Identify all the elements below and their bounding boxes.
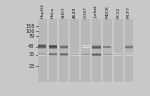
Bar: [125, 53, 133, 54]
Bar: [92, 19, 101, 82]
Bar: [81, 55, 90, 56]
Bar: [38, 44, 46, 45]
Bar: [38, 46, 46, 47]
Text: HepG2: HepG2: [40, 3, 44, 18]
Bar: [114, 55, 122, 56]
Bar: [81, 19, 90, 82]
Text: 79: 79: [28, 34, 34, 39]
Bar: [60, 45, 68, 46]
Bar: [114, 54, 122, 55]
Text: 35: 35: [28, 52, 34, 57]
Text: 48: 48: [28, 44, 34, 49]
Bar: [49, 46, 57, 47]
Bar: [49, 19, 57, 82]
Bar: [49, 48, 57, 49]
Bar: [38, 47, 46, 48]
Bar: [49, 55, 57, 56]
Bar: [125, 47, 133, 48]
Bar: [38, 19, 47, 82]
Text: Jurkat: Jurkat: [94, 6, 98, 18]
Text: A549: A549: [73, 7, 77, 18]
Bar: [60, 48, 68, 49]
Bar: [125, 55, 133, 56]
Bar: [92, 48, 101, 49]
Bar: [38, 54, 46, 55]
Bar: [103, 53, 111, 54]
Bar: [103, 55, 111, 56]
Bar: [60, 55, 68, 56]
Bar: [103, 48, 111, 49]
Bar: [70, 19, 79, 82]
Bar: [92, 47, 101, 48]
Text: HeLa: HeLa: [51, 7, 55, 18]
Bar: [49, 47, 57, 48]
Bar: [125, 45, 133, 46]
Bar: [92, 54, 101, 55]
Bar: [59, 19, 68, 82]
Bar: [114, 53, 122, 54]
Bar: [60, 54, 68, 55]
Text: 158: 158: [25, 24, 34, 29]
Bar: [49, 45, 57, 46]
Bar: [125, 54, 133, 55]
Text: SH5Y: SH5Y: [62, 7, 66, 18]
Bar: [103, 47, 111, 48]
Bar: [38, 48, 46, 49]
Text: COS7: COS7: [84, 6, 88, 18]
Bar: [81, 53, 90, 54]
Bar: [81, 54, 90, 55]
Bar: [125, 48, 133, 49]
Bar: [60, 46, 68, 47]
Bar: [124, 19, 134, 82]
Bar: [49, 53, 57, 54]
Bar: [60, 47, 68, 48]
Bar: [103, 54, 111, 55]
Bar: [49, 54, 57, 55]
Text: MDCK: MDCK: [105, 5, 109, 18]
Bar: [71, 54, 79, 55]
Bar: [114, 19, 123, 82]
Text: PC12: PC12: [116, 7, 120, 18]
Bar: [103, 19, 112, 82]
Bar: [71, 53, 79, 54]
Bar: [92, 45, 101, 46]
Bar: [92, 46, 101, 47]
Bar: [60, 53, 68, 54]
Bar: [81, 46, 90, 47]
Bar: [92, 49, 101, 50]
Text: MCF7: MCF7: [127, 6, 131, 18]
Bar: [92, 53, 101, 54]
Bar: [81, 47, 90, 48]
Bar: [92, 55, 101, 56]
Bar: [125, 46, 133, 47]
Text: 106: 106: [25, 29, 34, 34]
Bar: [38, 53, 46, 54]
Bar: [103, 46, 111, 47]
Bar: [71, 55, 79, 56]
Text: 23: 23: [28, 64, 34, 69]
Bar: [38, 45, 46, 46]
